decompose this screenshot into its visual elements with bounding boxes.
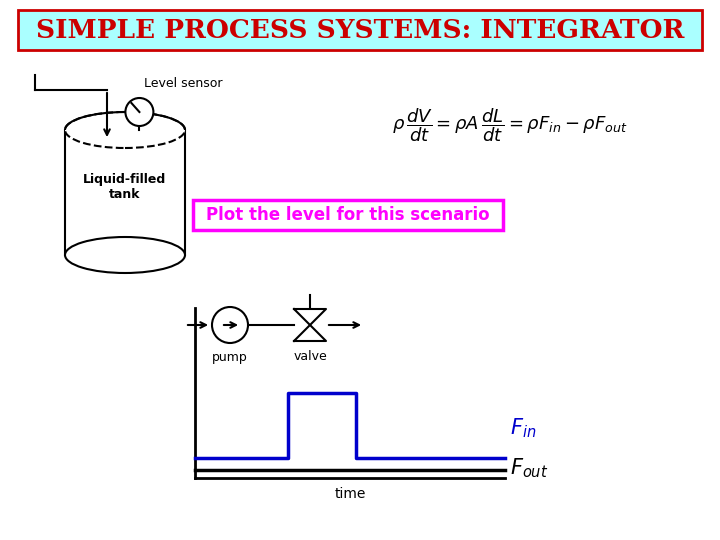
Text: Level sensor: Level sensor — [145, 77, 223, 90]
Ellipse shape — [65, 112, 185, 148]
Text: pump: pump — [212, 350, 248, 363]
Circle shape — [212, 307, 248, 343]
Text: valve: valve — [293, 350, 327, 363]
Ellipse shape — [65, 237, 185, 273]
Text: $F_{in}$: $F_{in}$ — [510, 416, 536, 440]
Circle shape — [125, 98, 153, 126]
Polygon shape — [294, 325, 326, 341]
FancyBboxPatch shape — [18, 10, 702, 50]
FancyBboxPatch shape — [193, 200, 503, 230]
Text: Plot the level for this scenario: Plot the level for this scenario — [206, 206, 490, 224]
Text: SIMPLE PROCESS SYSTEMS: INTEGRATOR: SIMPLE PROCESS SYSTEMS: INTEGRATOR — [36, 17, 684, 43]
Bar — [65, 130, 185, 255]
Text: $F_{out}$: $F_{out}$ — [510, 456, 549, 480]
Text: $\rho\,\dfrac{dV}{dt} = \rho A\,\dfrac{dL}{dt} = \rho F_{in} - \rho F_{out}$: $\rho\,\dfrac{dV}{dt} = \rho A\,\dfrac{d… — [392, 106, 628, 144]
Polygon shape — [294, 309, 326, 325]
Text: Liquid-filled
tank: Liquid-filled tank — [84, 173, 166, 201]
Text: time: time — [334, 487, 366, 501]
